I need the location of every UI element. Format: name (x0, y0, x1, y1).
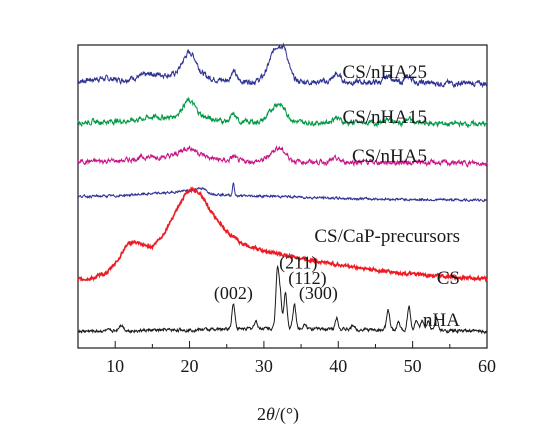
series-line-cs-nha15 (77, 96, 488, 129)
x-tick-label: 30 (255, 356, 273, 376)
plot-frame (77, 44, 488, 349)
series-line-cs-nha5 (77, 144, 488, 168)
series-label: CS/nHA15 (343, 107, 427, 128)
series-label: CS/nHA5 (352, 146, 427, 167)
peak-label: (211) (279, 253, 317, 274)
series-line-cs-nha25 (77, 42, 488, 89)
peak-label: (300) (299, 283, 338, 304)
x-axis-ticks: 10 20 30 40 50 60 (106, 341, 496, 376)
series-label: CS/CaP-precursors (314, 226, 460, 247)
x-axis-title: 2θ/(°) (257, 404, 299, 425)
series-label: nHA (423, 310, 460, 331)
series-label: CS (437, 268, 460, 289)
x-tick-label: 20 (181, 356, 199, 376)
series-labels: CS/nHA25 CS/nHA15 CS/nHA5 CS/CaP-precursors… (314, 62, 460, 331)
series-line-cs (77, 186, 488, 283)
peak-label: (112) (288, 268, 326, 289)
series-line-cs-cap-precursors (77, 182, 488, 203)
peak-label: (002) (214, 283, 253, 304)
peak-labels: (002) (211)(112)(300) (214, 253, 338, 304)
series-line-nha (77, 264, 488, 335)
series-label: CS/nHA25 (343, 62, 427, 83)
x-tick-label: 60 (478, 356, 496, 376)
x-tick-label: 10 (106, 356, 124, 376)
x-tick-label: 50 (404, 356, 422, 376)
series-layer (77, 42, 488, 335)
x-tick-label: 40 (329, 356, 347, 376)
